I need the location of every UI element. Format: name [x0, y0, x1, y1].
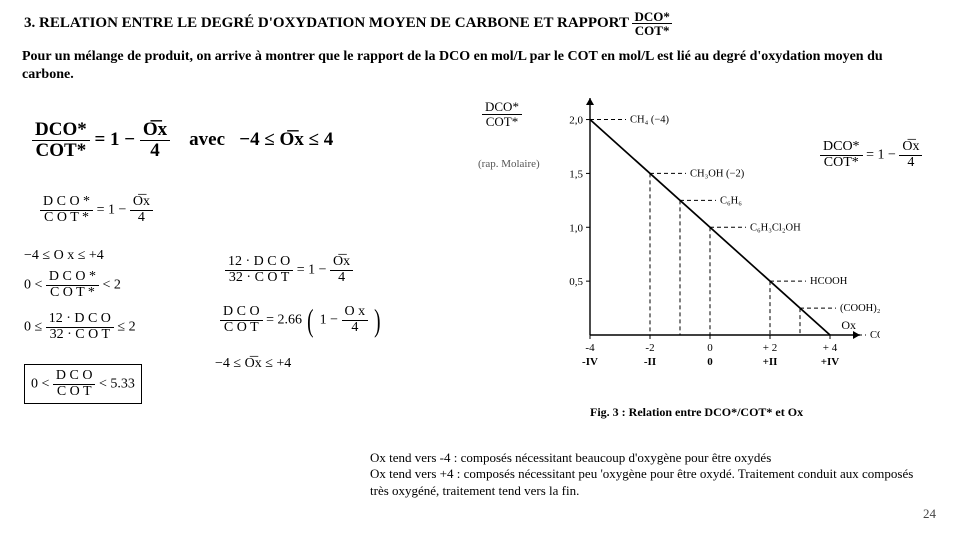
svg-text:HCOOH: HCOOH: [810, 276, 848, 287]
svg-text:C₆H₆: C₆H₆: [720, 195, 742, 206]
equation-sub1: D C O * C O T * = 1 − O͞x 4: [40, 195, 153, 225]
section-title: 3. RELATION ENTRE LE DEGRÉ D'OXYDATION M…: [24, 10, 672, 37]
equation-mid3: −4 ≤ O͞x ≤ +4: [215, 356, 291, 372]
svg-text:CH₃OH (−2): CH₃OH (−2): [690, 168, 745, 179]
page-root: 3. RELATION ENTRE LE DEGRÉ D'OXYDATION M…: [0, 0, 960, 540]
svg-text:CO₂ (+4): CO₂ (+4): [870, 330, 880, 341]
relation-chart: 0,5 1,0 1,5 2,0 -4 -IV -2 -II 0 0 + 2 +II + 4 +IV Ox CH…: [560, 90, 880, 380]
right-paren-icon: ): [374, 302, 380, 339]
chart-svg: 0,5 1,0 1,5 2,0 -4 -IV -2 -II 0 0 + 2 +II + 4 +IV Ox CH…: [560, 90, 880, 380]
eq-main-rhs: O͞x 4: [140, 120, 170, 161]
rap-molaire-label: (rap. Molaire): [478, 158, 540, 170]
svg-text:-4: -4: [585, 342, 595, 354]
svg-text:1,0: 1,0: [569, 222, 583, 234]
svg-text:-2: -2: [645, 342, 654, 354]
svg-text:C₆H₃Cl₂OH: C₆H₃Cl₂OH: [750, 222, 801, 233]
page-number: 24: [923, 506, 936, 522]
figure-caption: Fig. 3 : Relation entre DCO*/COT* et Ox: [590, 405, 803, 420]
svg-text:-IV: -IV: [582, 356, 598, 368]
left-paren-icon: (: [308, 302, 314, 339]
eq-s1-rhs: O͞x 4: [130, 195, 153, 225]
notes-block: Ox tend vers -4 : composés nécessitant b…: [370, 450, 930, 499]
svg-text:0: 0: [707, 356, 713, 368]
svg-text:+II: +II: [763, 356, 778, 368]
svg-text:1,5: 1,5: [569, 168, 583, 180]
intro-text: Pour un mélange de produit, on arrive à …: [22, 48, 932, 84]
title-ratio: DCO* COT*: [632, 10, 671, 37]
equation-mid2: D C O C O T = 2.66 ( 1 − O x 4 ): [220, 302, 382, 339]
equation-mid1: 12 · D C O 32 · C O T = 1 − O͞x 4: [225, 255, 353, 285]
svg-text:(COOH)₂ (+3): (COOH)₂ (+3): [840, 303, 880, 314]
svg-text:2,0: 2,0: [569, 115, 583, 127]
equation-sub3: 0 < D C O * C O T * < 2: [24, 270, 121, 300]
eq-main-eq: = 1 −: [94, 129, 135, 150]
eq-main-range: −4 ≤ O͞x ≤ 4: [239, 129, 333, 150]
eq-main-lhs: DCO* COT*: [32, 120, 90, 161]
title-ratio-den: COT*: [632, 24, 671, 37]
svg-text:Ox: Ox: [841, 318, 856, 332]
svg-text:-II: -II: [644, 356, 656, 368]
title-ratio-num: DCO*: [632, 10, 671, 24]
title-text: RELATION ENTRE LE DEGRÉ D'OXYDATION MOYE…: [39, 15, 629, 31]
eq-s1-lhs: D C O * C O T *: [40, 195, 93, 225]
equation-sub4: 0 ≤ 12 · D C O 32 · C O T ≤ 2: [24, 312, 136, 342]
note-line-1: Ox tend vers -4 : composés nécessitant b…: [370, 450, 930, 466]
equation-boxed: 0 < D C O C O T < 5.33: [24, 364, 142, 404]
eq-main-avec: avec: [189, 129, 225, 150]
section-number: 3.: [24, 15, 35, 31]
svg-text:+IV: +IV: [821, 356, 840, 368]
y-axis-fraction: DCO* COT*: [482, 100, 522, 128]
svg-text:+ 2: + 2: [763, 342, 777, 354]
svg-text:0: 0: [707, 342, 713, 354]
equation-main: DCO* COT* = 1 − O͞x 4 avec −4 ≤ O͞x ≤ 4: [32, 120, 333, 161]
equation-sub2: −4 ≤ O x ≤ +4: [24, 248, 104, 264]
note-line-2: Ox tend vers +4 : composés nécessitant p…: [370, 466, 930, 499]
svg-text:CH₄ (−4): CH₄ (−4): [630, 115, 670, 126]
svg-text:0,5: 0,5: [569, 276, 583, 288]
svg-text:+ 4: + 4: [823, 342, 838, 354]
